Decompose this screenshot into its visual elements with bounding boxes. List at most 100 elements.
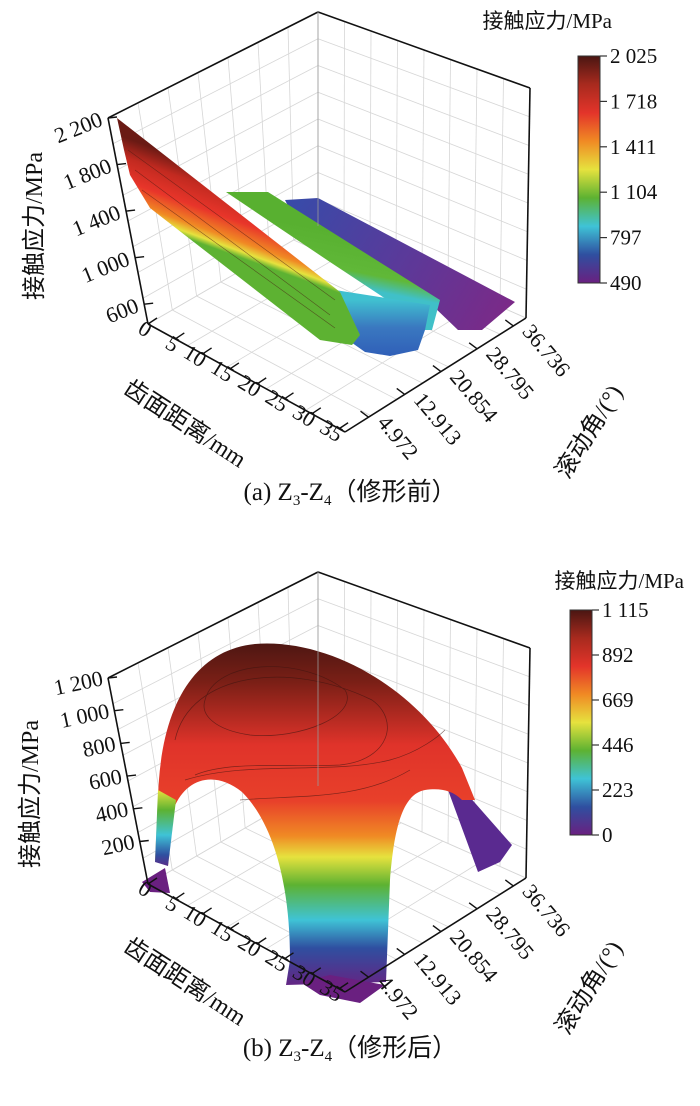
x-tick-mark <box>174 892 185 900</box>
right-wall-gridline <box>317 145 528 233</box>
x-tick-mark <box>147 877 158 885</box>
z-tick-mark <box>126 209 136 212</box>
colorbar-gradient <box>577 55 601 284</box>
y-axis-line <box>344 317 527 433</box>
z-tick-label: 1 400 <box>69 200 124 242</box>
z-tick-mark <box>114 709 124 712</box>
right-wall-gridline <box>317 172 528 261</box>
z-tick-mark <box>135 255 145 259</box>
colorbar-title-a: 接触应力/MPa <box>482 9 612 33</box>
z-tick-label: 600 <box>87 764 124 795</box>
colorbar-tick-label: 1 115 <box>602 598 648 622</box>
y-tick-mark <box>432 925 442 933</box>
surface-purple-base-right <box>448 790 512 872</box>
floor-gridline <box>147 225 319 325</box>
colorbar-tick-label: 669 <box>602 688 634 712</box>
x-tick-mark <box>256 377 267 385</box>
x-axis-title-a: 齿面距离/mm <box>119 374 251 473</box>
z-axis-line <box>107 677 149 885</box>
left-wall-gridline <box>112 38 319 145</box>
colorbar-tick-label: 1 104 <box>610 180 658 204</box>
y-tick-mark <box>396 387 406 395</box>
surface-purple-base-front <box>300 975 385 1003</box>
right-wall-gridline <box>317 65 530 146</box>
x-tick-mark <box>311 967 322 975</box>
frame-top-right-edge <box>317 571 531 649</box>
left-wall-gridline <box>132 145 319 248</box>
frame-right-edge <box>525 647 531 879</box>
caption-a: (a) Z3-Z4（修形前） <box>244 478 457 509</box>
colorbar-tick-label: 2 025 <box>610 44 657 68</box>
floor-gridline <box>196 295 397 400</box>
colorbar-tick-label: 1 718 <box>610 89 657 113</box>
floor-gridline <box>172 309 372 417</box>
colorbar-gradient <box>569 609 593 836</box>
x-tick-mark <box>284 392 294 400</box>
surface-blue-trough <box>335 290 430 356</box>
z-tick-label: 1 200 <box>51 665 105 700</box>
colorbar-tick-label: 892 <box>602 643 634 667</box>
x-tick-label: 0 <box>134 315 157 342</box>
right-wall-gridline <box>317 198 527 290</box>
colorbar-a: 2 025 1 718 1 411 1 104 797 490 <box>577 44 658 295</box>
y-tick-mark <box>360 970 369 978</box>
y-tick-mark <box>504 879 514 887</box>
z-axis-title-b: 接触应力/MPa <box>17 720 44 868</box>
y-tick-mark <box>432 365 442 373</box>
x-tick-label: 5 <box>161 330 184 357</box>
right-wall-gridline <box>317 625 530 706</box>
frame-top-left-edge <box>107 11 319 119</box>
z-tick-mark <box>126 774 137 777</box>
colorbar-tick-label: 797 <box>610 226 642 250</box>
caption-b: (b) Z3-Z4（修形后） <box>243 1034 457 1065</box>
x-tick-label: 5 <box>161 890 184 917</box>
colorbar-tick-label: 490 <box>610 271 642 295</box>
z-tick-mark <box>120 741 130 745</box>
z-axis-line <box>107 117 149 325</box>
z-axis-title-a: 接触应力/MPa <box>21 152 48 300</box>
z-tick-label: 400 <box>93 796 130 827</box>
frame-top-left-edge <box>107 571 319 679</box>
surface-purple-flat <box>285 198 515 330</box>
right-wall-gridline <box>317 91 529 175</box>
x-tick-mark <box>202 907 212 915</box>
z-tick-label: 1 000 <box>78 246 133 288</box>
x-tick-mark <box>174 332 185 340</box>
y-tick-mark <box>504 319 514 327</box>
right-wall-gridline <box>317 38 530 118</box>
left-wall-gridline <box>112 598 319 705</box>
y-tick-label: 4.972 <box>373 410 424 464</box>
z-tick-label: 2 200 <box>51 106 106 148</box>
y-axis-line <box>344 877 527 993</box>
y-axis-title-b: 滚动角/(°) <box>550 936 628 1039</box>
x-tick-mark <box>256 937 267 945</box>
x-tick-mark <box>338 422 349 430</box>
z-tick-mark <box>116 162 127 166</box>
y-tick-mark <box>468 902 478 910</box>
z-tick-mark <box>139 839 149 843</box>
surface-arch-left-leg <box>155 790 176 866</box>
x-tick-mark <box>229 922 240 930</box>
colorbar-tick-label: 223 <box>602 778 634 802</box>
frame-right-edge <box>525 87 531 319</box>
colorbar-title-b: 接触应力/MPa <box>554 569 684 593</box>
y-tick-mark <box>468 342 478 350</box>
contour-lines <box>174 666 446 801</box>
colorbar-tick-label: 1 411 <box>610 135 656 159</box>
y-tick-mark <box>360 410 369 418</box>
x-tick-mark <box>147 317 158 325</box>
surface-a <box>117 118 515 356</box>
y-axis-title-a: 滚动角/(°) <box>550 380 628 483</box>
axes-frame-b <box>107 571 531 993</box>
colorbar-tick-label: 0 <box>602 823 613 847</box>
z-tick-label: 1 800 <box>60 153 115 195</box>
z-tick-mark <box>107 116 118 119</box>
x-axis-title-b: 齿面距离/mm <box>119 932 251 1031</box>
z-tick-mark <box>133 807 143 810</box>
colorbar-b: 1 115 892 669 446 223 0 <box>569 598 648 847</box>
right-wall-gridline <box>317 598 530 678</box>
z-tick-label: 1 000 <box>58 698 112 733</box>
x-tick-mark <box>229 362 240 370</box>
